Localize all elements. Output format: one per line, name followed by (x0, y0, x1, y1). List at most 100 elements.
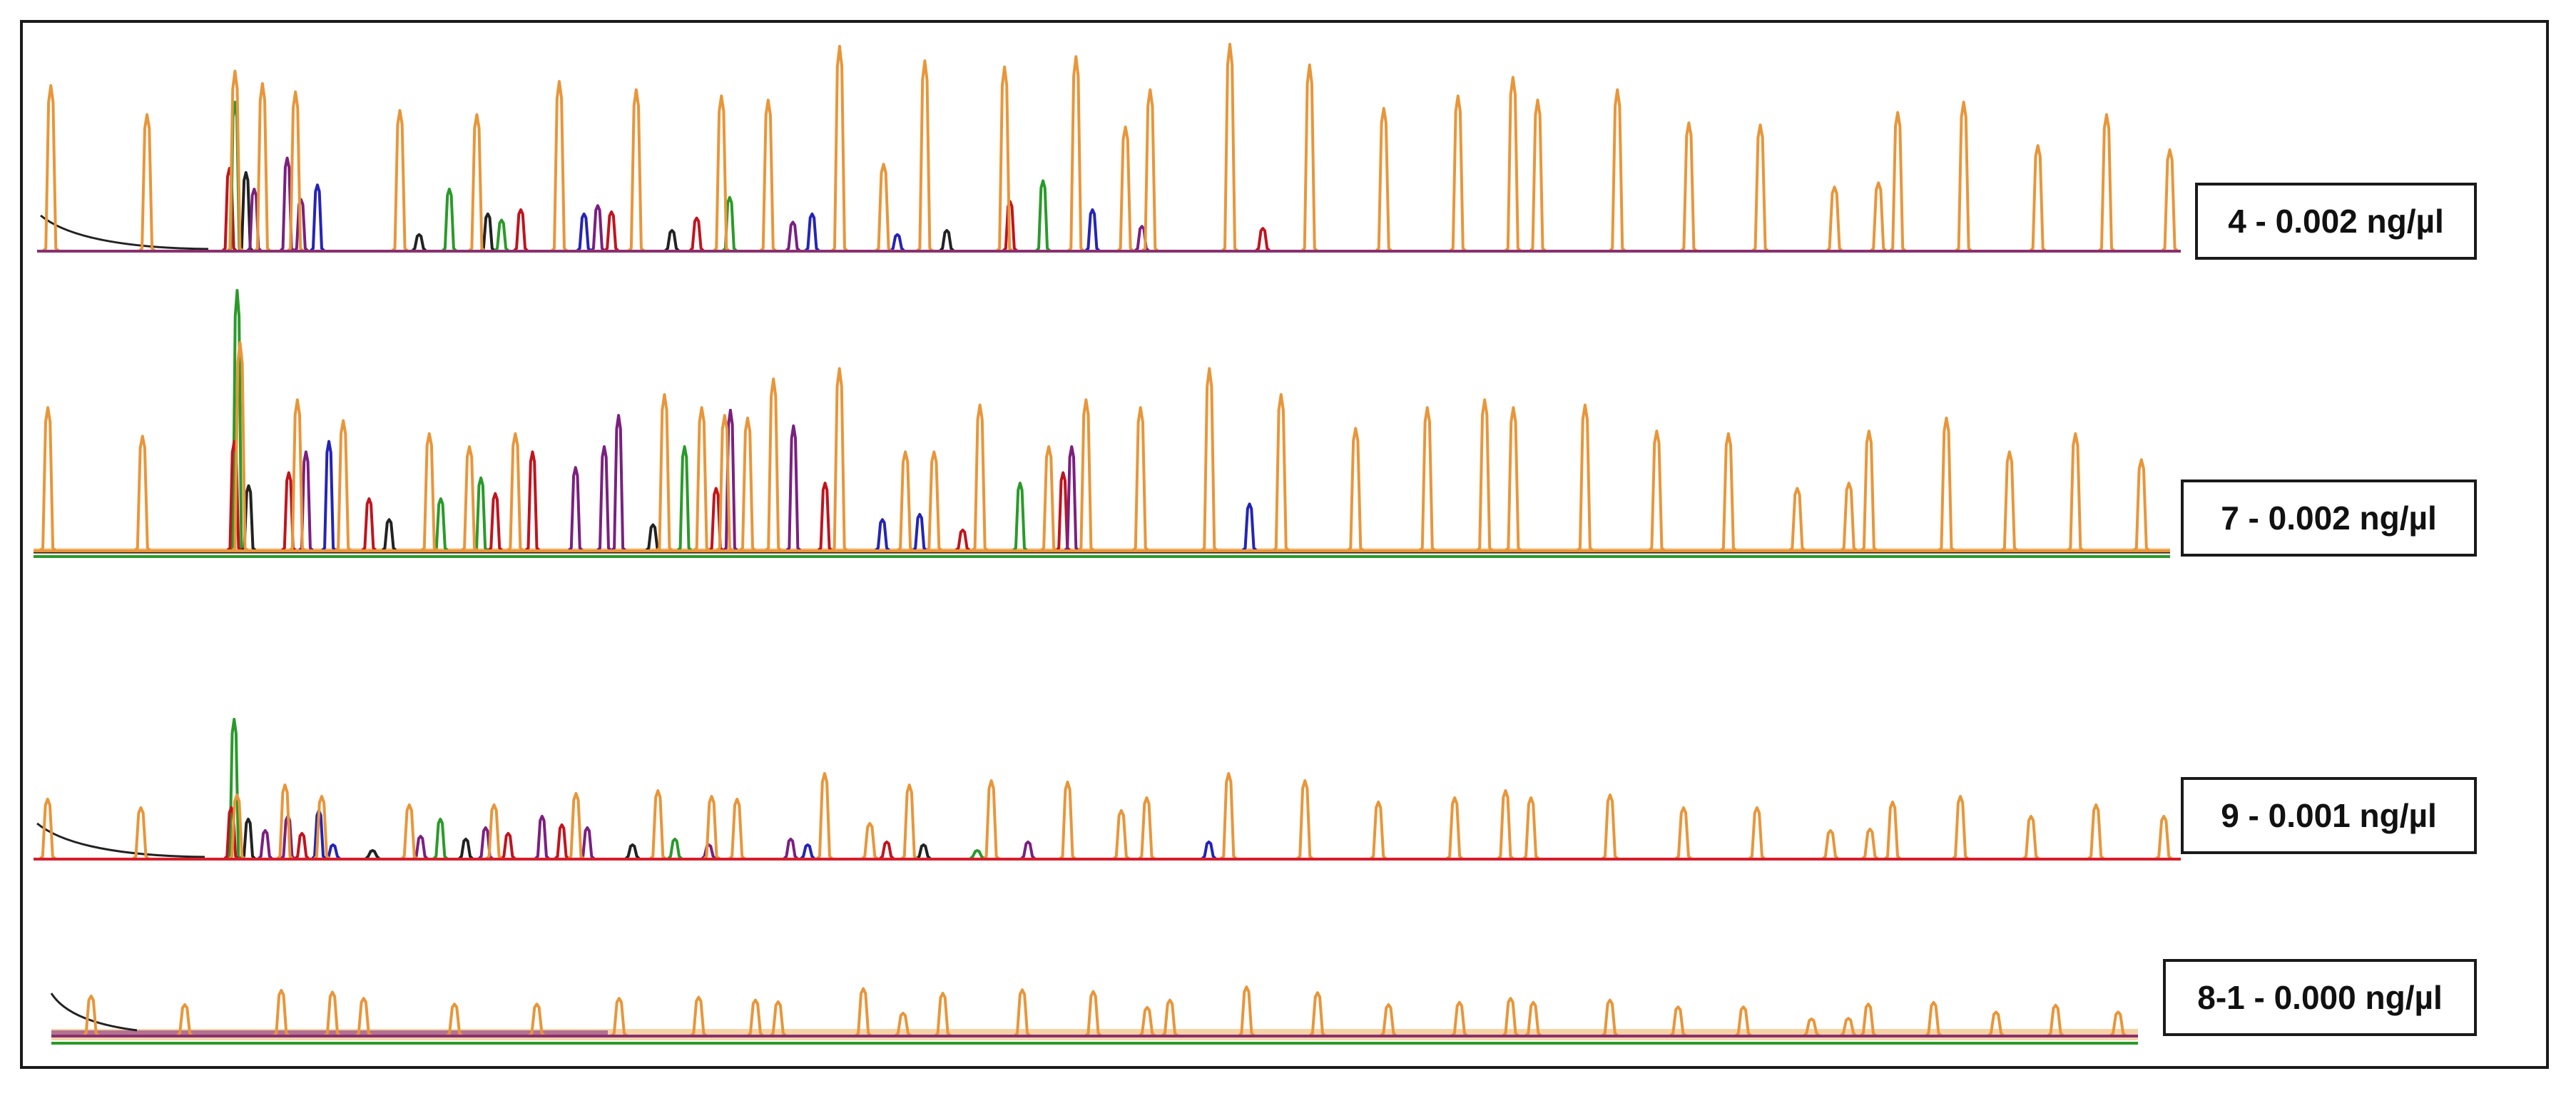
size-standard-peak (288, 398, 307, 552)
size-standard-peak (1860, 828, 1879, 861)
size-standard-peak (1748, 806, 1766, 861)
allele-peak-purple (783, 838, 799, 861)
allele-peak-red (499, 832, 516, 861)
size-standard-peak (875, 163, 893, 253)
size-standard-peak (1300, 64, 1319, 253)
allele-peak-purple (412, 835, 429, 861)
size-standard-peak (138, 113, 156, 253)
allele-peak-purple (257, 829, 274, 861)
allele-peak-blue (1201, 841, 1217, 861)
size-standard-peak (528, 1003, 546, 1037)
allele-peak-blue (1241, 502, 1258, 552)
size-standard-peak (703, 795, 721, 861)
size-standard-peak (567, 792, 585, 861)
size-standard-peak (1859, 1003, 1878, 1037)
size-standard-peak (133, 435, 152, 552)
primer-decay-curve (40, 214, 209, 250)
size-standard-peak (1272, 393, 1290, 552)
allele-peak-black (240, 818, 257, 861)
allele-peak-blue (320, 440, 337, 552)
size-standard-peak (971, 403, 989, 552)
allele-peak-black (663, 229, 681, 253)
size-standard-peak (1888, 111, 1907, 253)
allele-peak-black (644, 523, 661, 552)
size-standard-peak (253, 82, 272, 253)
allele-peak-blue (576, 212, 593, 253)
allele-peak-green (472, 476, 489, 552)
size-standard-peak (1013, 988, 1032, 1037)
size-standard-peak (2066, 432, 2084, 552)
size-standard-peak (1237, 985, 1256, 1037)
size-standard-peak (39, 798, 57, 861)
size-standard-peak (1524, 1000, 1542, 1037)
allele-peak-green (493, 218, 510, 253)
size-standard-peak (1955, 101, 1973, 253)
size-standard-peak (1308, 991, 1327, 1037)
allele-peak-green (441, 188, 458, 253)
size-standard-peak (1131, 406, 1150, 552)
allele-peak-purple (701, 843, 717, 861)
allele-peak-purple (292, 198, 310, 253)
allele-peak-green (225, 718, 243, 861)
sample-label-7: 7 - 0.002 ng/µl (2181, 480, 2477, 557)
size-standard-peak (854, 987, 872, 1037)
allele-peak-blue (309, 183, 326, 253)
allele-peak-red (524, 450, 541, 552)
allele-peak-green (229, 289, 245, 552)
size-standard-peak (276, 783, 294, 861)
size-standard-peak (1788, 487, 1806, 552)
allele-peak-blue (911, 512, 928, 552)
size-standard-peak (1039, 445, 1058, 552)
size-standard-peak (830, 44, 849, 253)
size-standard-peak (1987, 1010, 2005, 1037)
size-standard-peak (132, 806, 150, 861)
allele-peak-red (487, 492, 504, 552)
size-standard-peak (896, 450, 915, 552)
size-standard-peak (1925, 1000, 1943, 1037)
allele-peak-red (878, 841, 895, 861)
size-standard-peak (1346, 427, 1365, 552)
size-standard-peak (1445, 796, 1464, 861)
allele-peak-purple (722, 408, 739, 552)
size-standard-peak (894, 1012, 912, 1037)
size-standard-peak (746, 998, 765, 1037)
allele-peak-purple (1063, 445, 1080, 552)
size-standard-peak (1647, 430, 1666, 552)
size-standard-peak (39, 406, 57, 552)
trace-panel-2 (34, 289, 2170, 558)
allele-peak-blue (804, 212, 820, 253)
size-standard-peak (1734, 1005, 1753, 1037)
allele-peak-blue (874, 518, 891, 552)
size-standard-peak (286, 90, 305, 253)
allele-peak-purple (534, 815, 551, 861)
allele-peak-red (512, 208, 529, 253)
size-standard-peak (925, 450, 943, 552)
allele-peak-black (624, 843, 641, 861)
size-standard-peak (716, 414, 734, 552)
size-standard-peak (1449, 94, 1467, 253)
size-standard-peak (689, 995, 708, 1037)
size-standard-peak (312, 795, 331, 861)
sample-label-8-1: 8-1 - 0.000 ng/µl (2163, 959, 2477, 1036)
size-standard-peak (764, 377, 783, 552)
size-standard-peak (2154, 815, 2173, 861)
size-standard-peak (1066, 55, 1085, 253)
allele-peak-red (225, 440, 243, 552)
size-standard-peak (1475, 398, 1494, 552)
size-standard-peak (728, 798, 746, 861)
size-standard-peak (1450, 1000, 1469, 1037)
allele-peak-red (360, 497, 377, 552)
size-standard-peak (830, 367, 849, 552)
size-standard-peak (1504, 406, 1522, 552)
baseline-noise (51, 1030, 608, 1037)
size-standard-peak (1418, 406, 1437, 552)
size-standard-peak (1116, 126, 1135, 253)
size-standard-peak (815, 772, 834, 861)
trace-panel-1 (37, 43, 2181, 253)
size-standard-peak (1138, 1006, 1156, 1037)
size-standard-peak (445, 1003, 464, 1037)
trace-panel-3 (34, 718, 2181, 861)
allele-peak-red (223, 806, 240, 861)
size-standard-peak (82, 995, 101, 1037)
allele-peak-purple (589, 204, 606, 253)
